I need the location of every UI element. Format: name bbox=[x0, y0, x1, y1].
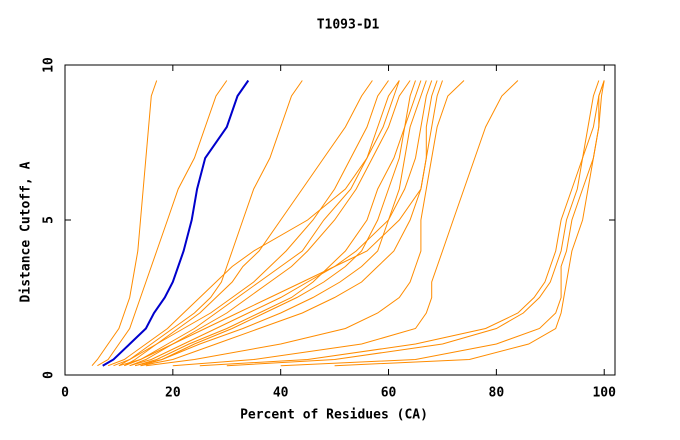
x-tick-label: 60 bbox=[381, 386, 397, 401]
y-axis-label: Distance Cutoff, A bbox=[19, 161, 34, 302]
series-line bbox=[91, 80, 158, 367]
series-line bbox=[226, 80, 600, 367]
x-tick-label: 20 bbox=[165, 386, 181, 401]
series-line bbox=[140, 80, 416, 367]
x-axis-label: Percent of Residues (CA) bbox=[240, 408, 428, 423]
series-line bbox=[124, 80, 400, 367]
plot-frame bbox=[64, 64, 616, 376]
series-line bbox=[129, 80, 433, 367]
series-line bbox=[102, 79, 250, 367]
series-line bbox=[172, 80, 519, 367]
series-line bbox=[113, 80, 389, 367]
series-line bbox=[107, 80, 400, 367]
series-line bbox=[97, 80, 228, 367]
x-tick-label: 100 bbox=[592, 386, 616, 401]
series-line bbox=[145, 80, 465, 367]
series-line bbox=[334, 80, 605, 367]
series-line bbox=[118, 80, 303, 367]
chart-title: T1093-D1 bbox=[317, 18, 380, 33]
y-tick-label: 5 bbox=[42, 216, 57, 224]
x-tick-label: 40 bbox=[273, 386, 289, 401]
series-line bbox=[199, 80, 605, 367]
y-tick-label: 0 bbox=[42, 371, 57, 379]
x-tick-label: 80 bbox=[489, 386, 505, 401]
series-line bbox=[280, 80, 605, 367]
series-line bbox=[134, 80, 427, 367]
series-line bbox=[129, 80, 411, 367]
series-line bbox=[118, 80, 438, 367]
x-tick-label: 0 bbox=[61, 386, 69, 401]
y-tick-label: 10 bbox=[42, 57, 57, 73]
series-line bbox=[134, 80, 422, 367]
series-line bbox=[124, 80, 373, 367]
series-line bbox=[140, 80, 443, 367]
